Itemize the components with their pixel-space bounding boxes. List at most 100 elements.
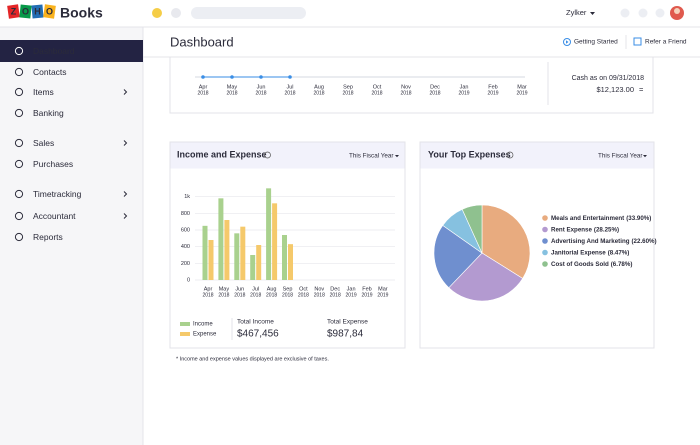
x-tick-label: Nov	[401, 84, 411, 90]
x-tick-label: Mar	[378, 286, 388, 292]
x-tick-year: 2018	[298, 292, 309, 298]
x-tick-label: Jun	[235, 286, 244, 292]
pie-slice	[433, 224, 483, 289]
footnote: * Income and expense values displayed ar…	[176, 356, 329, 362]
x-tick-year: 2019	[458, 90, 469, 96]
x-tick-label: Oct	[299, 286, 308, 292]
legend-name: Advertising And Marketing	[551, 238, 630, 245]
sidebar	[0, 27, 143, 445]
legend-swatch	[542, 249, 548, 256]
bar	[282, 235, 287, 280]
legend-value: (28.25%)	[594, 226, 619, 233]
nav-item[interactable]: Reports	[33, 232, 63, 242]
nav-icon	[14, 211, 24, 221]
bar	[250, 255, 256, 280]
logo-tile	[31, 4, 44, 19]
card-title: Income and Expense	[177, 149, 267, 159]
toolbar-icon[interactable]	[638, 8, 648, 18]
bar	[272, 203, 278, 280]
x-tick-label: Aug	[267, 286, 277, 292]
cash-point	[288, 75, 292, 79]
search-box[interactable]	[191, 7, 306, 19]
total-label: Total Expense	[327, 319, 368, 326]
x-tick-label: Jan	[347, 286, 356, 292]
active-row	[0, 40, 143, 62]
x-tick-year: 2018	[284, 90, 295, 96]
toolbar-icon[interactable]	[620, 8, 630, 18]
status-dot[interactable]	[152, 8, 162, 18]
pie-slice	[481, 204, 531, 279]
org-switcher[interactable]: Zylker	[566, 8, 587, 17]
period-selector[interactable]: This Fiscal Year	[349, 153, 393, 160]
cash-flow-card	[169, 57, 654, 114]
submenu-arrow	[123, 191, 128, 197]
nav-item[interactable]: Contacts	[33, 67, 67, 77]
y-tick-label: 600	[181, 227, 190, 233]
pie-slice	[448, 252, 524, 302]
header-link[interactable]: Refer a Friend	[645, 39, 687, 46]
nav-item[interactable]: Banking	[33, 108, 64, 118]
x-tick-year: 2018	[314, 292, 325, 298]
cash-label: Cash as on 09/31/2018	[572, 75, 644, 82]
x-tick-year: 2018	[250, 292, 261, 298]
nav-item[interactable]: Dashboard	[33, 46, 75, 56]
x-tick-year: 2019	[377, 292, 388, 298]
x-tick-label: Oct	[373, 84, 382, 90]
bar	[234, 233, 240, 280]
help-icon[interactable]	[264, 151, 271, 159]
nav-item[interactable]: Purchases	[33, 159, 73, 169]
x-tick-label: Feb	[362, 286, 371, 292]
cash-suffix: =	[639, 85, 644, 94]
status-dot[interactable]	[171, 8, 181, 18]
x-tick-label: Nov	[314, 286, 324, 292]
pie-slice	[461, 204, 483, 254]
header-link[interactable]: Getting Started	[574, 39, 618, 46]
cash-point	[201, 75, 205, 79]
legend-name: Rent Expense	[551, 226, 592, 233]
cash-point	[230, 75, 234, 79]
legend-value: (6.78%)	[611, 261, 633, 268]
period-selector[interactable]: This Fiscal Year	[598, 153, 642, 160]
legend-name: Meals and Entertainment	[551, 215, 624, 222]
cash-point	[259, 75, 263, 79]
logo-letter: O	[22, 6, 29, 16]
x-tick-year: 2018	[226, 90, 237, 96]
x-tick-label: Dec	[430, 84, 440, 90]
cash-value: $12,123.00	[596, 85, 634, 94]
x-tick-label: Dec	[330, 286, 340, 292]
x-tick-year: 2018	[429, 90, 440, 96]
x-tick-year: 2019	[516, 90, 527, 96]
nav-item[interactable]: Accountant	[33, 211, 76, 221]
logo-letter: H	[34, 6, 41, 16]
nav-icon	[14, 67, 24, 77]
nav-item[interactable]: Sales	[33, 138, 54, 148]
x-tick-label: Mar	[517, 84, 527, 90]
x-tick-label: Apr	[199, 84, 208, 90]
nav-item[interactable]: Timetracking	[33, 189, 82, 199]
submenu-arrow	[123, 213, 128, 219]
bar	[266, 188, 272, 280]
x-tick-label: Jan	[460, 84, 469, 90]
help-icon[interactable]	[506, 151, 514, 159]
nav-item[interactable]: Items	[33, 87, 54, 97]
legend-swatch	[180, 332, 190, 336]
x-tick-year: 2018	[202, 292, 213, 298]
x-tick-label: Feb	[488, 84, 497, 90]
nav-icon	[14, 189, 24, 199]
x-tick-year: 2018	[197, 90, 208, 96]
legend-swatch	[542, 261, 548, 267]
legend-label: Janitorial Expense (8.47%)	[551, 249, 629, 256]
logo-tile	[7, 4, 20, 19]
x-tick-year: 2018	[282, 292, 293, 298]
legend-label: Income	[193, 322, 213, 328]
x-tick-year: 2018	[234, 292, 245, 298]
logo-letter: Z	[11, 6, 17, 16]
x-tick-year: 2018	[266, 292, 277, 298]
total-value: $987,84	[327, 329, 364, 340]
card-header	[170, 142, 405, 169]
toolbar-icon[interactable]	[655, 8, 665, 18]
card-header	[420, 142, 654, 169]
nav-icon	[14, 138, 24, 148]
